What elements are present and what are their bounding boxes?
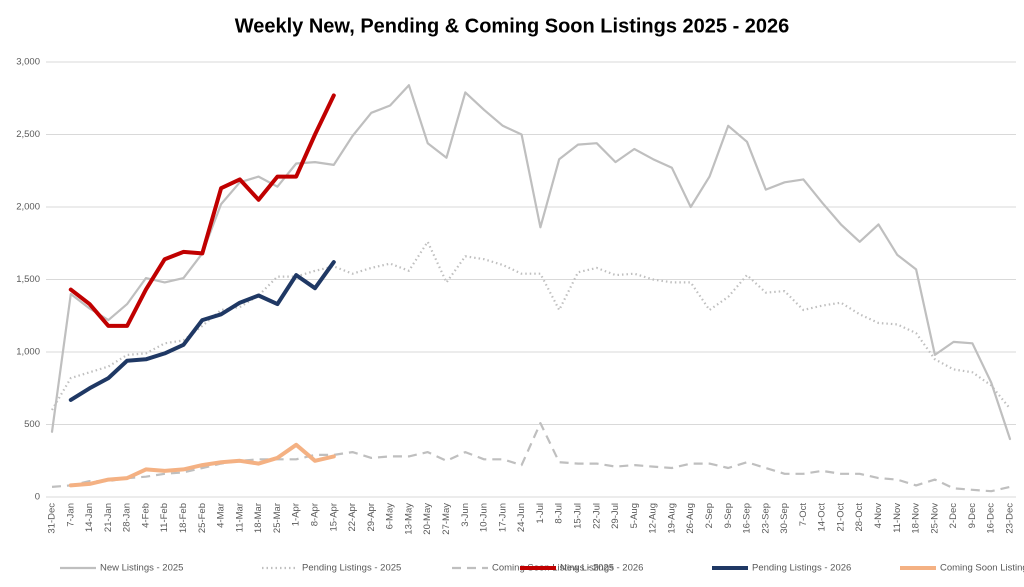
x-tick-label: 8-Apr [309,503,320,526]
y-tick-label: 3,000 [16,57,40,68]
y-tick-label: 2,500 [16,129,40,140]
x-tick-label: 25-Mar [272,503,283,533]
x-tick-label: 10-Jun [479,503,490,532]
x-tick-label: 11-Nov [892,503,903,533]
series-line [51,422,1011,493]
x-tick-label: 29-Jul [610,503,621,529]
y-tick-label: 1,500 [16,274,40,285]
x-tick-label: 28-Oct [854,503,865,532]
x-tick-label: 6-May [385,503,396,530]
x-tick-label: 15-Jul [572,503,583,529]
y-tick-label: 2,000 [16,202,40,213]
series-line [68,442,336,488]
x-tick-label: 1-Apr [291,503,302,526]
x-tick-label: 16-Dec [986,503,997,534]
x-tick-label: 23-Sep [760,503,771,534]
x-tick-label: 28-Jan [122,503,133,532]
x-tick-label: 18-Mar [253,503,264,533]
x-tick-label: 22-Apr [347,503,358,532]
legend-label: Pending Listings - 2025 [302,563,401,574]
x-tick-label: 20-May [422,503,433,535]
x-tick-label: 18-Feb [178,503,189,533]
x-tick-label: 18-Nov [911,503,922,534]
x-tick-label: 11-Mar [234,503,245,532]
x-tick-label: 27-May [441,503,452,535]
x-tick-label: 4-Nov [873,503,884,529]
legend-label: Pending Listings - 2026 [752,563,851,574]
x-tick-label: 16-Sep [742,503,753,534]
x-tick-label: 8-Jul [554,503,565,524]
x-tick-label: 14-Jan [84,503,95,532]
series-line [50,84,1012,441]
x-tick-label: 19-Aug [666,503,677,534]
x-tick-label: 4-Mar [216,503,227,528]
x-tick-label: 25-Nov [929,503,940,534]
x-tick-label: 4-Feb [140,503,151,528]
x-tick-label: 15-Apr [328,503,339,532]
x-tick-label: 7-Jan [65,503,76,527]
y-tick-label: 500 [24,419,40,430]
x-tick-label: 5-Aug [629,503,640,528]
x-tick-label: 22-Jul [591,503,602,529]
legend-label: New Listings - 2026 [560,563,643,574]
x-tick-label: 9-Dec [967,503,978,529]
series-line [68,93,336,328]
x-tick-label: 2-Sep [704,503,715,528]
x-tick-label: 26-Aug [685,503,696,534]
x-tick-label: 7-Oct [798,503,809,527]
x-tick-label: 2-Dec [948,503,959,529]
y-tick-label: 1,000 [16,347,40,358]
x-tick-label: 29-Apr [366,503,377,532]
x-tick-label: 25-Feb [197,503,208,533]
x-tick-label: 30-Sep [779,503,790,534]
x-tick-label: 14-Oct [817,503,828,532]
x-tick-label: 24-Jun [516,503,527,532]
x-tick-label: 13-May [403,503,414,535]
x-tick-label: 23-Dec [1005,503,1016,534]
x-tick-label: 21-Jan [103,503,114,532]
x-tick-label: 9-Sep [723,503,734,528]
legend-label: New Listings - 2025 [100,563,183,574]
x-tick-label: 12-Aug [648,503,659,534]
series-line [68,260,336,402]
chart-title: Weekly New, Pending & Coming Soon Listin… [235,15,790,37]
x-tick-label: 3-Jun [460,503,471,527]
x-tick-label: 31-Dec [47,503,58,534]
x-tick-label: 1-Jul [535,503,546,524]
legend-label: Coming Soon Listings - 2026 [940,563,1024,574]
y-tick-label: 0 [35,492,40,503]
x-tick-label: 11-Feb [159,503,170,532]
x-tick-label: 17-Jun [497,503,508,532]
x-tick-label: 21-Oct [835,503,846,532]
